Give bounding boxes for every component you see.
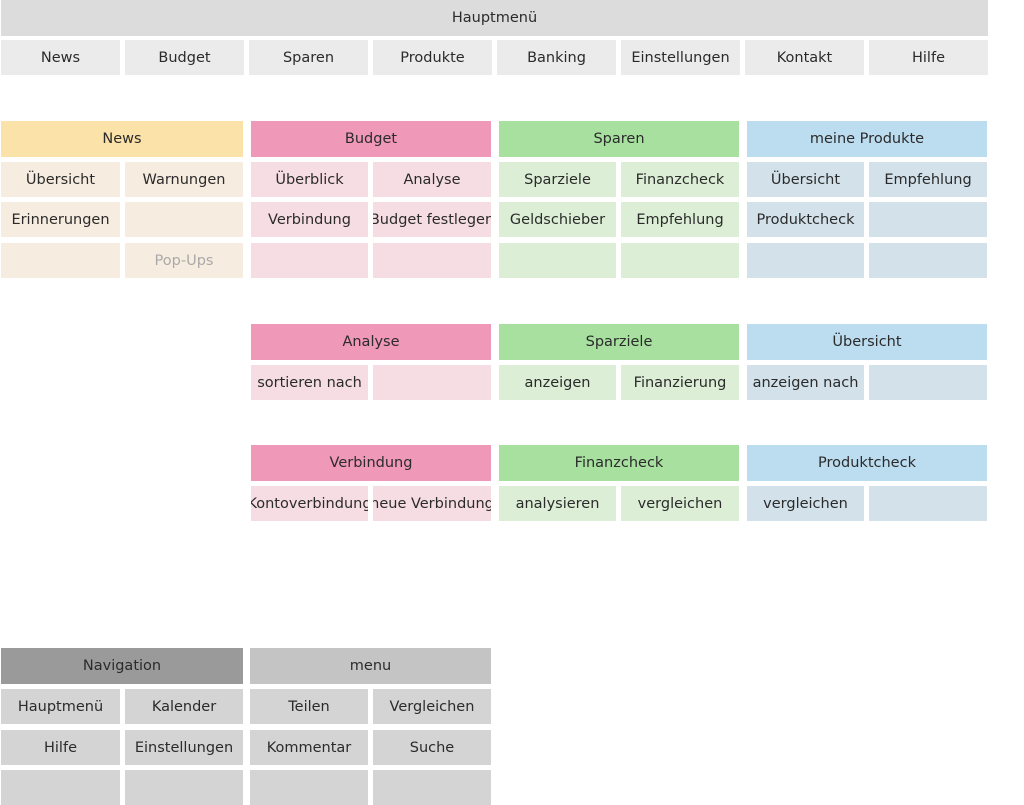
menu-item-produkte[interactable]: Produkte xyxy=(373,40,492,75)
produkte-cell xyxy=(869,202,987,237)
produkte-cell xyxy=(747,243,864,278)
menu-cell xyxy=(250,770,368,805)
navigation-cell[interactable]: Hilfe xyxy=(1,730,120,765)
menu-item-hilfe[interactable]: Hilfe xyxy=(869,40,988,75)
verbindung-cell[interactable]: Kontoverbindung xyxy=(251,486,368,521)
sparen-cell[interactable]: Finanzcheck xyxy=(621,162,739,197)
menu-cell[interactable]: Suche xyxy=(373,730,491,765)
news-cell-popups[interactable]: Pop-Ups xyxy=(125,243,243,278)
menu-item-banking[interactable]: Banking xyxy=(497,40,616,75)
sparen-cell xyxy=(621,243,739,278)
produkte-cell xyxy=(869,243,987,278)
menu-item-budget[interactable]: Budget xyxy=(125,40,244,75)
menu-item-news[interactable]: News xyxy=(1,40,120,75)
menu-item-kontakt[interactable]: Kontakt xyxy=(745,40,864,75)
sparen-cell[interactable]: Empfehlung xyxy=(621,202,739,237)
finanzcheck-cell[interactable]: analysieren xyxy=(499,486,616,521)
navigation-cell[interactable]: Einstellungen xyxy=(125,730,243,765)
sparen-cell[interactable]: Sparziele xyxy=(499,162,616,197)
budget-cell[interactable]: Analyse xyxy=(373,162,491,197)
news-header: News xyxy=(1,121,243,157)
analyse-cell[interactable]: sortieren nach xyxy=(251,365,368,400)
menu-cell[interactable]: Teilen xyxy=(250,689,368,724)
menu-cell xyxy=(373,770,491,805)
analyse-header: Analyse xyxy=(251,324,491,360)
navigation-cell[interactable]: Hauptmenü xyxy=(1,689,120,724)
uebersicht-header: Übersicht xyxy=(747,324,987,360)
sparen-header: Sparen xyxy=(499,121,739,157)
uebersicht-cell xyxy=(869,365,987,400)
verbindung-header: Verbindung xyxy=(251,445,491,481)
produktcheck-cell[interactable]: vergleichen xyxy=(747,486,864,521)
finanzcheck-header: Finanzcheck xyxy=(499,445,739,481)
menu-header: menu xyxy=(250,648,491,684)
produktcheck-cell xyxy=(869,486,987,521)
navigation-cell[interactable]: Kalender xyxy=(125,689,243,724)
menu-item-sparen[interactable]: Sparen xyxy=(249,40,368,75)
news-cell xyxy=(1,243,120,278)
uebersicht-cell[interactable]: anzeigen nach xyxy=(747,365,864,400)
news-cell[interactable]: Übersicht xyxy=(1,162,120,197)
menu-item-einstellungen[interactable]: Einstellungen xyxy=(621,40,740,75)
produktcheck-header: Produktcheck xyxy=(747,445,987,481)
sparziele-cell[interactable]: Finanzierung xyxy=(621,365,739,400)
sparen-cell xyxy=(499,243,616,278)
news-cell xyxy=(125,202,243,237)
budget-cell xyxy=(251,243,368,278)
menu-cell[interactable]: Kommentar xyxy=(250,730,368,765)
produkte-cell[interactable]: Produktcheck xyxy=(747,202,864,237)
sparen-cell[interactable]: Geldschieber xyxy=(499,202,616,237)
menu-cell[interactable]: Vergleichen xyxy=(373,689,491,724)
produkte-cell[interactable]: Empfehlung xyxy=(869,162,987,197)
news-cell[interactable]: Warnungen xyxy=(125,162,243,197)
budget-cell xyxy=(373,243,491,278)
sparziele-cell[interactable]: anzeigen xyxy=(499,365,616,400)
finanzcheck-cell[interactable]: vergleichen xyxy=(621,486,739,521)
navigation-cell xyxy=(125,770,243,805)
navigation-header: Navigation xyxy=(1,648,243,684)
news-cell[interactable]: Erinnerungen xyxy=(1,202,120,237)
budget-cell[interactable]: Verbindung xyxy=(251,202,368,237)
budget-cell[interactable]: Überblick xyxy=(251,162,368,197)
produkte-cell[interactable]: Übersicht xyxy=(747,162,864,197)
produkte-header: meine Produkte xyxy=(747,121,987,157)
navigation-cell xyxy=(1,770,120,805)
analyse-cell xyxy=(373,365,491,400)
sparziele-header: Sparziele xyxy=(499,324,739,360)
budget-cell[interactable]: Budget festlegen xyxy=(373,202,491,237)
budget-header: Budget xyxy=(251,121,491,157)
main-menu-title: Hauptmenü xyxy=(1,0,988,36)
verbindung-cell[interactable]: neue Verbindung xyxy=(373,486,491,521)
